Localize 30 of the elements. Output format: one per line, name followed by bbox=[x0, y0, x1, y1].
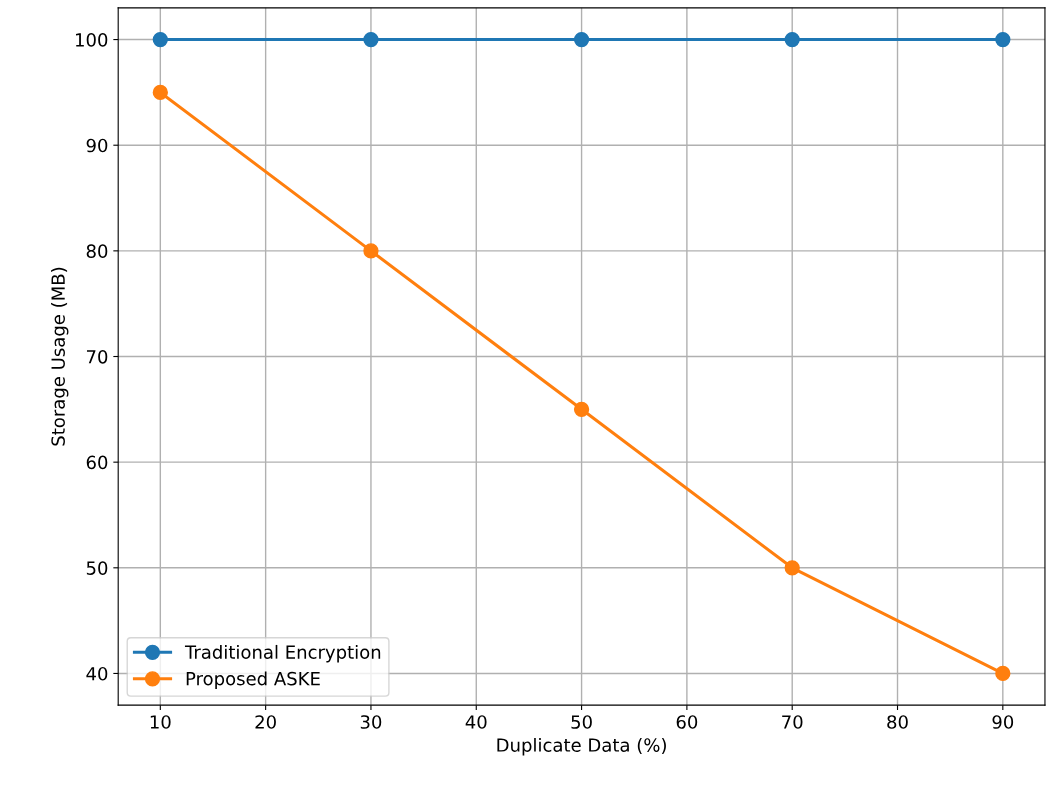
y-tick-label: 80 bbox=[86, 244, 108, 258]
point bbox=[784, 31, 800, 48]
y-tick-label: 90 bbox=[86, 138, 108, 153]
x-tick-label: 70 bbox=[782, 715, 803, 729]
x-tick-label: 60 bbox=[676, 715, 698, 729]
y-tick-label: 70 bbox=[86, 349, 108, 364]
y-tick-label: 40 bbox=[86, 666, 108, 681]
legend-label: Traditional Encryption bbox=[184, 644, 381, 663]
x-tick-label: 30 bbox=[360, 715, 382, 729]
legend-label: Proposed ASKE bbox=[186, 671, 320, 689]
y-axis-title: Storage Usage (MB) bbox=[51, 267, 69, 446]
x-tick-label: 90 bbox=[992, 715, 1014, 729]
point bbox=[573, 401, 590, 417]
point bbox=[995, 31, 1011, 48]
point bbox=[152, 31, 168, 48]
x-tick-label: 20 bbox=[255, 715, 276, 729]
point bbox=[363, 243, 379, 259]
point bbox=[784, 560, 800, 576]
x-tick-label: 80 bbox=[887, 715, 908, 729]
y-tick-label: 50 bbox=[86, 561, 108, 575]
x-tick-label: 10 bbox=[150, 715, 171, 729]
point bbox=[573, 31, 590, 48]
point bbox=[152, 84, 168, 101]
point bbox=[363, 31, 379, 48]
x-axis-title: Duplicate Data (%) bbox=[497, 737, 666, 756]
x-tick-label: 50 bbox=[571, 715, 592, 729]
x-tick-label: 40 bbox=[465, 715, 487, 729]
y-tick-label: 60 bbox=[86, 455, 108, 470]
y-tick-label: 100 bbox=[76, 33, 108, 47]
point bbox=[995, 665, 1011, 682]
